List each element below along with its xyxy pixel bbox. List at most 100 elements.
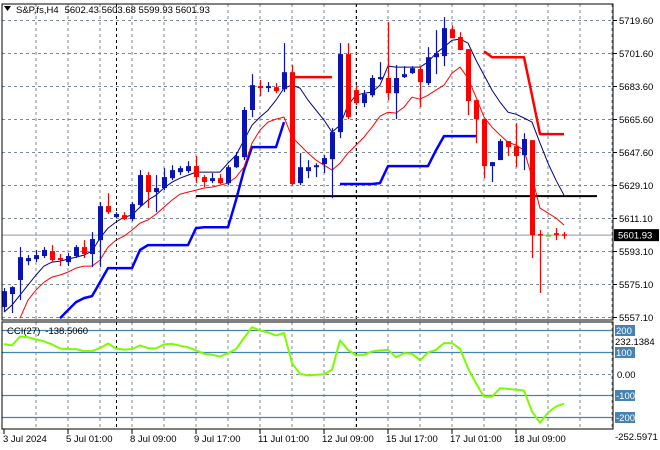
candle-body [346, 54, 351, 118]
candle-body [282, 72, 287, 90]
candle-body [522, 139, 527, 156]
candle-body [130, 204, 135, 220]
symbol-label: S&P,fs,H4 [16, 5, 59, 16]
candle-body [146, 175, 151, 193]
candle-body [362, 94, 367, 104]
candle-body [538, 234, 543, 236]
cci-value: -138.5060 [45, 326, 88, 337]
candle-body [202, 177, 207, 183]
candle-body [338, 54, 343, 133]
cci-zero-label: 0.00 [617, 370, 636, 381]
candle-body [138, 175, 143, 206]
y-tick-label: 5701.60 [619, 49, 653, 60]
y-tick-label: 5647.60 [619, 148, 653, 159]
x-tick-label: 12 Jul 09:00 [322, 434, 374, 445]
candles [2, 17, 567, 314]
candle-body [474, 100, 479, 120]
candle-body [498, 141, 503, 161]
candle-body [274, 87, 279, 92]
x-tick-label: 8 Jul 09:00 [130, 434, 176, 445]
candle-body [314, 165, 319, 168]
candle-body [82, 247, 87, 255]
candle-body [194, 166, 199, 178]
y-tick-label: 5665.60 [619, 115, 653, 126]
current-price-label: 5601.93 [618, 231, 652, 242]
candle-body [354, 90, 359, 104]
y-tick-label: 5557.10 [619, 313, 653, 324]
candle-body [98, 206, 103, 241]
candle-body [50, 251, 55, 261]
candle-body [258, 86, 263, 89]
candle-body [154, 188, 159, 193]
cci-header: CCI(27) -138.5060 [7, 326, 88, 337]
candle-body [330, 132, 335, 160]
candle-body [410, 68, 415, 74]
cci-level-box [615, 412, 635, 423]
candle-body [218, 178, 223, 184]
candle-body [306, 167, 311, 172]
candle-body [554, 233, 559, 236]
candle-body [242, 110, 247, 158]
candle-body [42, 250, 47, 257]
cci-level-label: 100 [616, 348, 632, 359]
candle-body [106, 206, 111, 213]
y-tick-label: 5611.10 [619, 214, 653, 225]
candle-body [546, 235, 551, 237]
candle-body [530, 140, 535, 236]
candle-body [186, 166, 191, 172]
candle-body [426, 57, 431, 84]
y-tick-label: 5593.10 [619, 247, 653, 258]
cci-level-label: 200 [616, 326, 632, 337]
main-panel-border [1, 3, 614, 321]
candle-body [434, 53, 439, 58]
candle-body [18, 257, 23, 280]
cci-max-label: 232.1384 [615, 337, 655, 348]
candle-body [450, 29, 455, 39]
ohlc-label: 5602.43 5603.68 5599.93 5601.93 [65, 5, 210, 16]
candle-body [562, 234, 567, 236]
candle-body [74, 247, 79, 257]
candle-body [234, 156, 239, 168]
candle-body [394, 78, 399, 94]
candle-body [322, 158, 327, 165]
resistance-step-line [483, 50, 564, 136]
cci-panel [2, 326, 613, 424]
candle-body [10, 287, 15, 295]
cci-level-label: -200 [616, 413, 635, 424]
candle-body [58, 258, 63, 261]
cci-level-label: -100 [616, 391, 635, 402]
candle-body [386, 78, 391, 94]
cci-level-box [615, 325, 635, 336]
y-tick-label: 5629.10 [619, 181, 653, 192]
candle-body [162, 177, 167, 189]
x-tick-label: 9 Jul 17:00 [194, 434, 240, 445]
candle-body [122, 215, 127, 220]
x-tick-label: 11 Jul 01:00 [258, 434, 309, 445]
candle-body [418, 69, 423, 83]
candle-body [34, 255, 39, 260]
candle-body [266, 86, 271, 89]
candle-body [482, 119, 487, 167]
current-price-box [614, 229, 659, 242]
cci-title: CCI(27) [7, 326, 40, 337]
x-tick-label: 5 Jul 01:00 [66, 434, 112, 445]
candle-body [170, 170, 175, 179]
candle-body [114, 213, 119, 218]
triangle-down-icon[interactable] [4, 6, 11, 11]
cci-level-box [615, 347, 635, 358]
candle-body [490, 162, 495, 167]
candle-body [458, 37, 463, 51]
candle-body [442, 28, 447, 57]
x-tick-label: 15 Jul 17:00 [386, 434, 438, 445]
candle-body [26, 258, 31, 262]
candle-body [290, 72, 295, 185]
candle-body [466, 49, 471, 102]
cci-line [3, 326, 565, 424]
candle-body [210, 178, 215, 182]
support-step-line [59, 121, 286, 320]
candle-body [178, 168, 183, 173]
candle-body [250, 85, 255, 111]
cci-level-box [615, 390, 635, 401]
candle-body [90, 239, 95, 255]
